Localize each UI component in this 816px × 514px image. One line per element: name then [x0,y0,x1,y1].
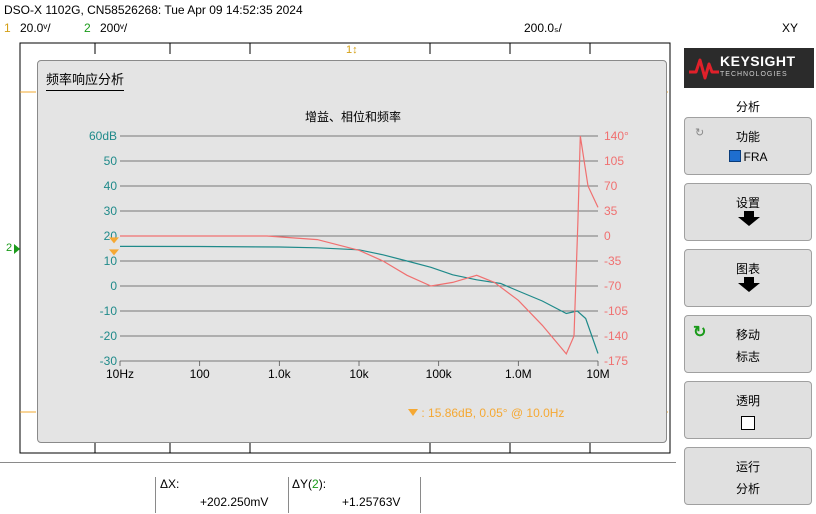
channel-2-number[interactable]: 2 [84,21,91,35]
right-axis-tick-label: -70 [604,279,622,293]
brand-name: KEYSIGHT [720,53,796,69]
fra-selected-icon [728,150,741,162]
menu-title: 分析 [735,100,760,114]
x-axis-tick-label: 10Hz [106,367,134,381]
left-axis-tick-label: -30 [100,354,118,368]
function-label: 功能 [735,130,760,144]
delta-x-label: ΔX: [160,477,180,491]
fra-dialog[interactable]: 频率响应分析 增益、相位和频率 60dB 140° 50 105 40 70 30 35 20 0… [37,60,667,443]
transparent-label: 透明 [735,394,760,408]
setup-softkey[interactable]: 设置 [684,183,812,241]
marker-readout-text: 15.86dB, 0.05° @ 10.0Hz [428,406,565,420]
run-label: 运行 [735,460,760,474]
x-axis-tick-label: 100k [426,367,453,381]
right-axis-tick-label: 70 [604,179,618,193]
transparent-softkey[interactable]: 透明 [684,381,812,439]
function-value: FRA [685,150,811,164]
run-analysis-softkey[interactable]: 运行 分析 [684,447,812,505]
move-label: 移动 [735,328,760,342]
delta-x-value: +202.250mV [200,495,269,509]
marker-readout: : 15.86dB, 0.05° @ 10.0Hz [408,406,564,420]
right-axis-tick-label: 0 [604,229,611,243]
channel-2-scale[interactable]: 200ᵛ/ [100,21,128,35]
divider [420,477,421,513]
right-axis-tick-label: -105 [604,304,628,318]
brand-subtitle: TECHNOLOGIES [720,71,788,78]
gain-series-line [119,245,599,354]
phase-series-line [120,135,599,356]
delta-y-measurement: ΔY(2): +1.25763V [292,477,400,513]
rotate-knob-icon: ↻ [695,127,705,139]
plot-title: 增益、相位和频率 [304,110,401,124]
left-axis-tick-label: 40 [104,179,118,193]
chart-softkey[interactable]: 图表 [684,249,812,307]
trigger-position-marker[interactable]: 1↕ [346,44,358,56]
right-axis-tick-label: 105 [604,154,624,168]
channel-1-scale[interactable]: 20.0ᵛ/ [20,21,51,35]
marker-label: 标志 [735,350,760,364]
instrument-title: DSO-X 1102G, CN58526268: Tue Apr 09 14:5… [4,3,303,17]
phase-marker-icon [109,249,119,256]
submenu-arrow-icon [738,211,760,226]
delta-y-value: +1.25763V [342,495,401,509]
x-axis-tick-label: 100 [190,367,210,381]
x-axis-tick-label: 10M [586,367,609,381]
keysight-wave-icon [689,58,719,80]
setup-label: 设置 [735,196,760,210]
timebase-scale[interactable]: 200.0ₛ/ [524,21,562,35]
left-axis-tick-label: -10 [100,304,118,318]
softkey-panel: KEYSIGHT TECHNOLOGIES 分析 ↻ 功能 FRA 设置 图表 … [680,42,816,513]
delta-x-measurement: ΔX: +202.250mV [160,477,268,513]
x-axis-tick-label: 1.0M [505,367,532,381]
left-axis-tick-label: 60dB [89,129,117,143]
left-axis-tick-label: 0 [110,279,117,293]
channel-2-ground-marker[interactable]: 2 [6,242,13,254]
channel-1-number[interactable]: 1 [4,21,11,35]
status-bar: DSO-X 1102G, CN58526268: Tue Apr 09 14:5… [0,0,816,42]
channel-scale-row: 1 20.0ᵛ/ 2 200ᵛ/ 200.0ₛ/ [4,21,674,39]
chart-label: 图表 [735,262,760,276]
divider [155,477,156,513]
left-axis-tick-label: 10 [104,254,118,268]
right-axis-tick-label: 140° [604,129,629,143]
left-axis-tick-label: 50 [104,154,118,168]
gain-marker-icon [109,237,119,244]
divider [288,477,289,513]
function-softkey[interactable]: ↻ 功能 FRA [684,117,812,175]
move-marker-softkey[interactable]: ↻ 移动 标志 [684,315,812,373]
x-axis-tick-label: 10k [349,367,369,381]
measurement-bar: ΔX: +202.250mV ΔY(2): +1.25763V [0,462,676,514]
dialog-title: 频率响应分析 [46,69,125,91]
x-axis-tick-label: 1.0k [268,367,292,381]
right-axis-tick-label: 35 [604,204,618,218]
display-mode[interactable]: XY [782,21,799,35]
keysight-logo: KEYSIGHT TECHNOLOGIES [684,48,814,88]
delta-y-label: ΔY(2): [292,477,327,491]
left-axis-tick-label: 30 [104,204,118,218]
green-knob-icon: ↻ [693,324,707,341]
left-axis-tick-label: -20 [100,329,118,343]
ground-arrow-icon [14,244,20,254]
right-axis-tick-label: -35 [604,254,622,268]
right-axis-tick-label: -175 [604,354,628,368]
scope-screen: 1↕ 2 频率响应分析 增益、相位和频率 60dB 140° 50 105 40 70 30… [0,42,676,460]
marker-triangle-icon [408,409,418,416]
submenu-arrow-icon [738,277,760,292]
transparent-checkbox[interactable] [741,416,755,430]
right-axis-tick-label: -140 [604,329,628,343]
analysis-label: 分析 [735,482,760,496]
